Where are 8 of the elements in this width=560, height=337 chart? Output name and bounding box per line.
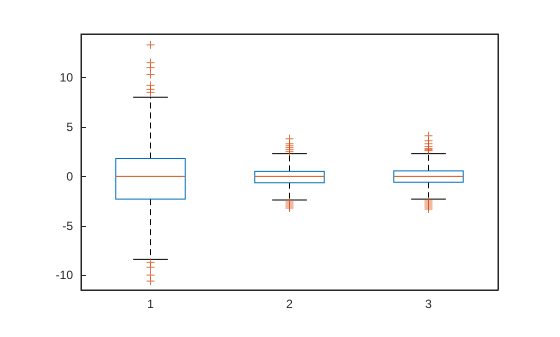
y-tick-label: 5 [66, 120, 74, 134]
x-tick-label: 2 [286, 297, 294, 311]
x-tick-label: 1 [147, 297, 154, 311]
y-tick-label: 0 [66, 169, 74, 184]
y-tick-label: 10 [60, 70, 74, 84]
y-tick-label: -10 [56, 268, 74, 282]
y-tick-label: -5 [62, 218, 74, 233]
x-tick-label: 3 [425, 297, 432, 311]
